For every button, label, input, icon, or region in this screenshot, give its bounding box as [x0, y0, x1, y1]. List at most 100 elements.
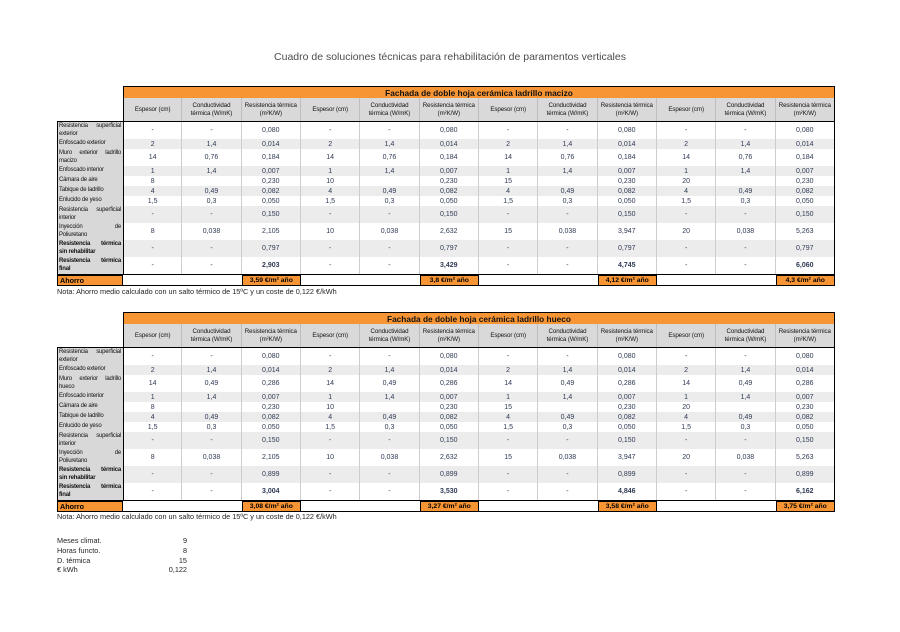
- data-cell: 14: [657, 149, 717, 166]
- data-cell: 10: [301, 176, 361, 186]
- row-label: Enfoscado exterior: [57, 365, 123, 375]
- data-cell: 0,038: [538, 223, 598, 240]
- column-header-cell: Resistencia térmica (m²K/W): [419, 324, 479, 347]
- label-line: Resistencia superficial: [59, 123, 121, 131]
- label-line: exterior: [59, 356, 78, 363]
- table-row: Resistencia térmica final - -3,004- -3,530- -4…: [57, 483, 835, 501]
- data-cell: 0,899: [241, 466, 301, 483]
- row-label: Muro exterior ladrillo hueco: [57, 375, 123, 392]
- data-cell: -: [123, 348, 183, 365]
- data-cell: -: [182, 257, 242, 274]
- data-cell: 4: [300, 186, 361, 196]
- data-cell: 0,007: [241, 392, 301, 402]
- ahorro-empty-cell: [182, 275, 242, 286]
- ahorro-empty-cell: [716, 501, 776, 512]
- row-label: Enfoscado interior: [57, 166, 123, 176]
- data-cell: 0,3: [360, 196, 420, 206]
- data-cell: 0,050: [776, 196, 835, 206]
- row-label: Enfoscado exterior: [57, 139, 123, 149]
- data-cell: -: [478, 432, 539, 449]
- row-label: Muro exterior ladrillo macizo: [57, 149, 123, 166]
- data-cell: 3,947: [598, 449, 657, 466]
- label-word: térmica: [101, 258, 121, 264]
- table-row: Cámara de aire 8 0,230 10 0,230 15 0,230 20 0,23…: [57, 176, 835, 186]
- ahorro-empty-cell: [538, 275, 598, 286]
- data-cell: 0,050: [776, 422, 835, 432]
- row-label: Enfoscado interior: [57, 392, 123, 402]
- data-cell: -: [538, 483, 598, 500]
- data-cell: 1,5: [479, 196, 539, 206]
- param-label: Meses climat.: [57, 536, 102, 545]
- label-line: Poliuretano: [59, 457, 88, 464]
- data-cell: -: [182, 206, 242, 223]
- data-cell: 4,846: [598, 483, 657, 500]
- data-cell: 2,903: [242, 257, 301, 274]
- data-cell: -: [538, 257, 598, 274]
- data-cell: -: [123, 206, 183, 223]
- ahorro-empty-cell: [123, 275, 183, 286]
- label-word: ladrillo: [105, 150, 121, 156]
- data-cell: -: [360, 348, 420, 365]
- data-cell: 0,3: [716, 196, 776, 206]
- label-word: térmica: [101, 241, 121, 247]
- ahorro-empty-cell: [300, 501, 361, 512]
- table-ladrillo-hueco: Fachada de doble hoja cerámica ladrillo …: [57, 312, 835, 512]
- data-cell: 6,162: [776, 483, 835, 500]
- calculation-parameters: Meses climat. 9 Horas functo. 8 D. térmi…: [57, 536, 187, 575]
- data-cell: 0,150: [775, 432, 835, 449]
- data-cell: -: [301, 348, 361, 365]
- data-cell: 0,014: [419, 365, 479, 375]
- data-cell: 1,4: [360, 365, 420, 375]
- column-header-cell: Resistencia térmica (m²K/W): [241, 98, 301, 121]
- data-cell: 10: [301, 223, 361, 240]
- data-cell: -: [478, 240, 539, 257]
- label-line: Tabique de ladrillo: [59, 187, 104, 193]
- label-line: Poliuretano: [59, 231, 88, 238]
- table-row: Resistencia superficial interior - -0,150- -0…: [57, 432, 835, 449]
- ahorro-empty-cell: [716, 275, 776, 286]
- data-cell: 2: [123, 139, 183, 149]
- ahorro-label: Ahorro: [57, 275, 123, 286]
- data-cell: -: [538, 466, 598, 483]
- row-label: Resistencia superficial exterior: [57, 348, 123, 365]
- footnote-table-1: Nota: Ahorro medio calculado con un salt…: [57, 287, 337, 296]
- data-cell: 0,080: [420, 348, 479, 365]
- data-cell: 0,49: [716, 186, 776, 196]
- data-cell: -: [657, 348, 717, 365]
- label-word: Muro: [59, 150, 72, 156]
- column-header-cell: Conductividad térmica (W/mK): [716, 98, 776, 121]
- data-cell: 0,150: [241, 432, 301, 449]
- data-cell: [360, 176, 420, 186]
- data-cell: [360, 402, 420, 412]
- label-word: ladrillo: [105, 376, 121, 382]
- data-cell: 0,038: [360, 449, 420, 466]
- data-cell: 0,082: [419, 186, 479, 196]
- data-cell: -: [479, 257, 539, 274]
- data-cell: 0,184: [776, 149, 835, 166]
- data-cell: 0,797: [597, 240, 657, 257]
- data-cell: -: [300, 432, 361, 449]
- ahorro-row: Ahorro 3,08 €/m² año 3,27 €/m² año 3,58 €/m…: [57, 501, 835, 512]
- data-cell: 0,797: [775, 240, 835, 257]
- data-cell: 3,947: [598, 223, 657, 240]
- page-title: Cuadro de soluciones técnicas para rehab…: [274, 51, 626, 63]
- label-word: exterior: [79, 150, 98, 156]
- data-cell: 0,150: [775, 206, 835, 223]
- column-header-cell: Espesor (cm): [656, 98, 717, 121]
- ahorro-value: 3,08 €/m² año: [241, 501, 301, 512]
- data-cell: 2: [478, 365, 539, 375]
- data-cell: -: [123, 466, 183, 483]
- data-cell: 0,899: [597, 466, 657, 483]
- data-cell: 0,184: [598, 149, 657, 166]
- data-cell: 0,49: [538, 375, 598, 392]
- row-label: Resistencia térmica final: [57, 483, 123, 500]
- data-cell: -: [182, 240, 242, 257]
- label-line: Enfoscado exterior: [59, 366, 106, 372]
- data-cell: 1,4: [360, 139, 420, 149]
- data-cell: 0,76: [360, 149, 420, 166]
- data-cell: -: [716, 432, 776, 449]
- ahorro-empty-cell: [478, 501, 539, 512]
- label-line: Enfoscado interior: [59, 393, 104, 399]
- data-cell: 0,050: [420, 196, 479, 206]
- data-cell: 0,007: [775, 392, 835, 402]
